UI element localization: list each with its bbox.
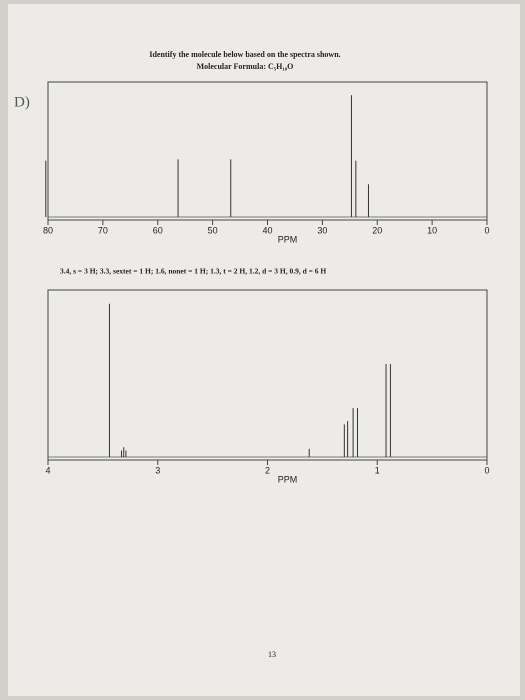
x-axis-label: PPM xyxy=(278,474,298,484)
x-tick-label: 3 xyxy=(155,465,160,475)
x-tick-label: 0 xyxy=(484,225,489,235)
x-tick-label: 10 xyxy=(427,225,437,235)
x-tick-label: 40 xyxy=(262,225,272,235)
title: Identify the molecule below based on the… xyxy=(149,50,340,59)
x-tick-label: 0 xyxy=(484,465,489,475)
x-tick-label: 30 xyxy=(317,225,327,235)
x-tick-label: 80 xyxy=(43,225,53,235)
x-axis-label: PPM xyxy=(278,234,298,244)
x-tick-label: 1 xyxy=(375,465,380,475)
x-tick-label: 2 xyxy=(265,465,270,475)
page-number: 13 xyxy=(268,650,276,659)
paper xyxy=(8,4,520,696)
handwritten-label: D) xyxy=(14,94,30,110)
x-tick-label: 60 xyxy=(153,225,163,235)
x-tick-label: 4 xyxy=(45,465,50,475)
caption: 3.4, s = 3 H; 3.3, sextet = 1 H; 1.6, no… xyxy=(60,267,326,276)
formula: Molecular Formula: C₅H₁₀O xyxy=(197,62,294,71)
x-tick-label: 20 xyxy=(372,225,382,235)
x-tick-label: 50 xyxy=(208,225,218,235)
x-tick-label: 70 xyxy=(98,225,108,235)
